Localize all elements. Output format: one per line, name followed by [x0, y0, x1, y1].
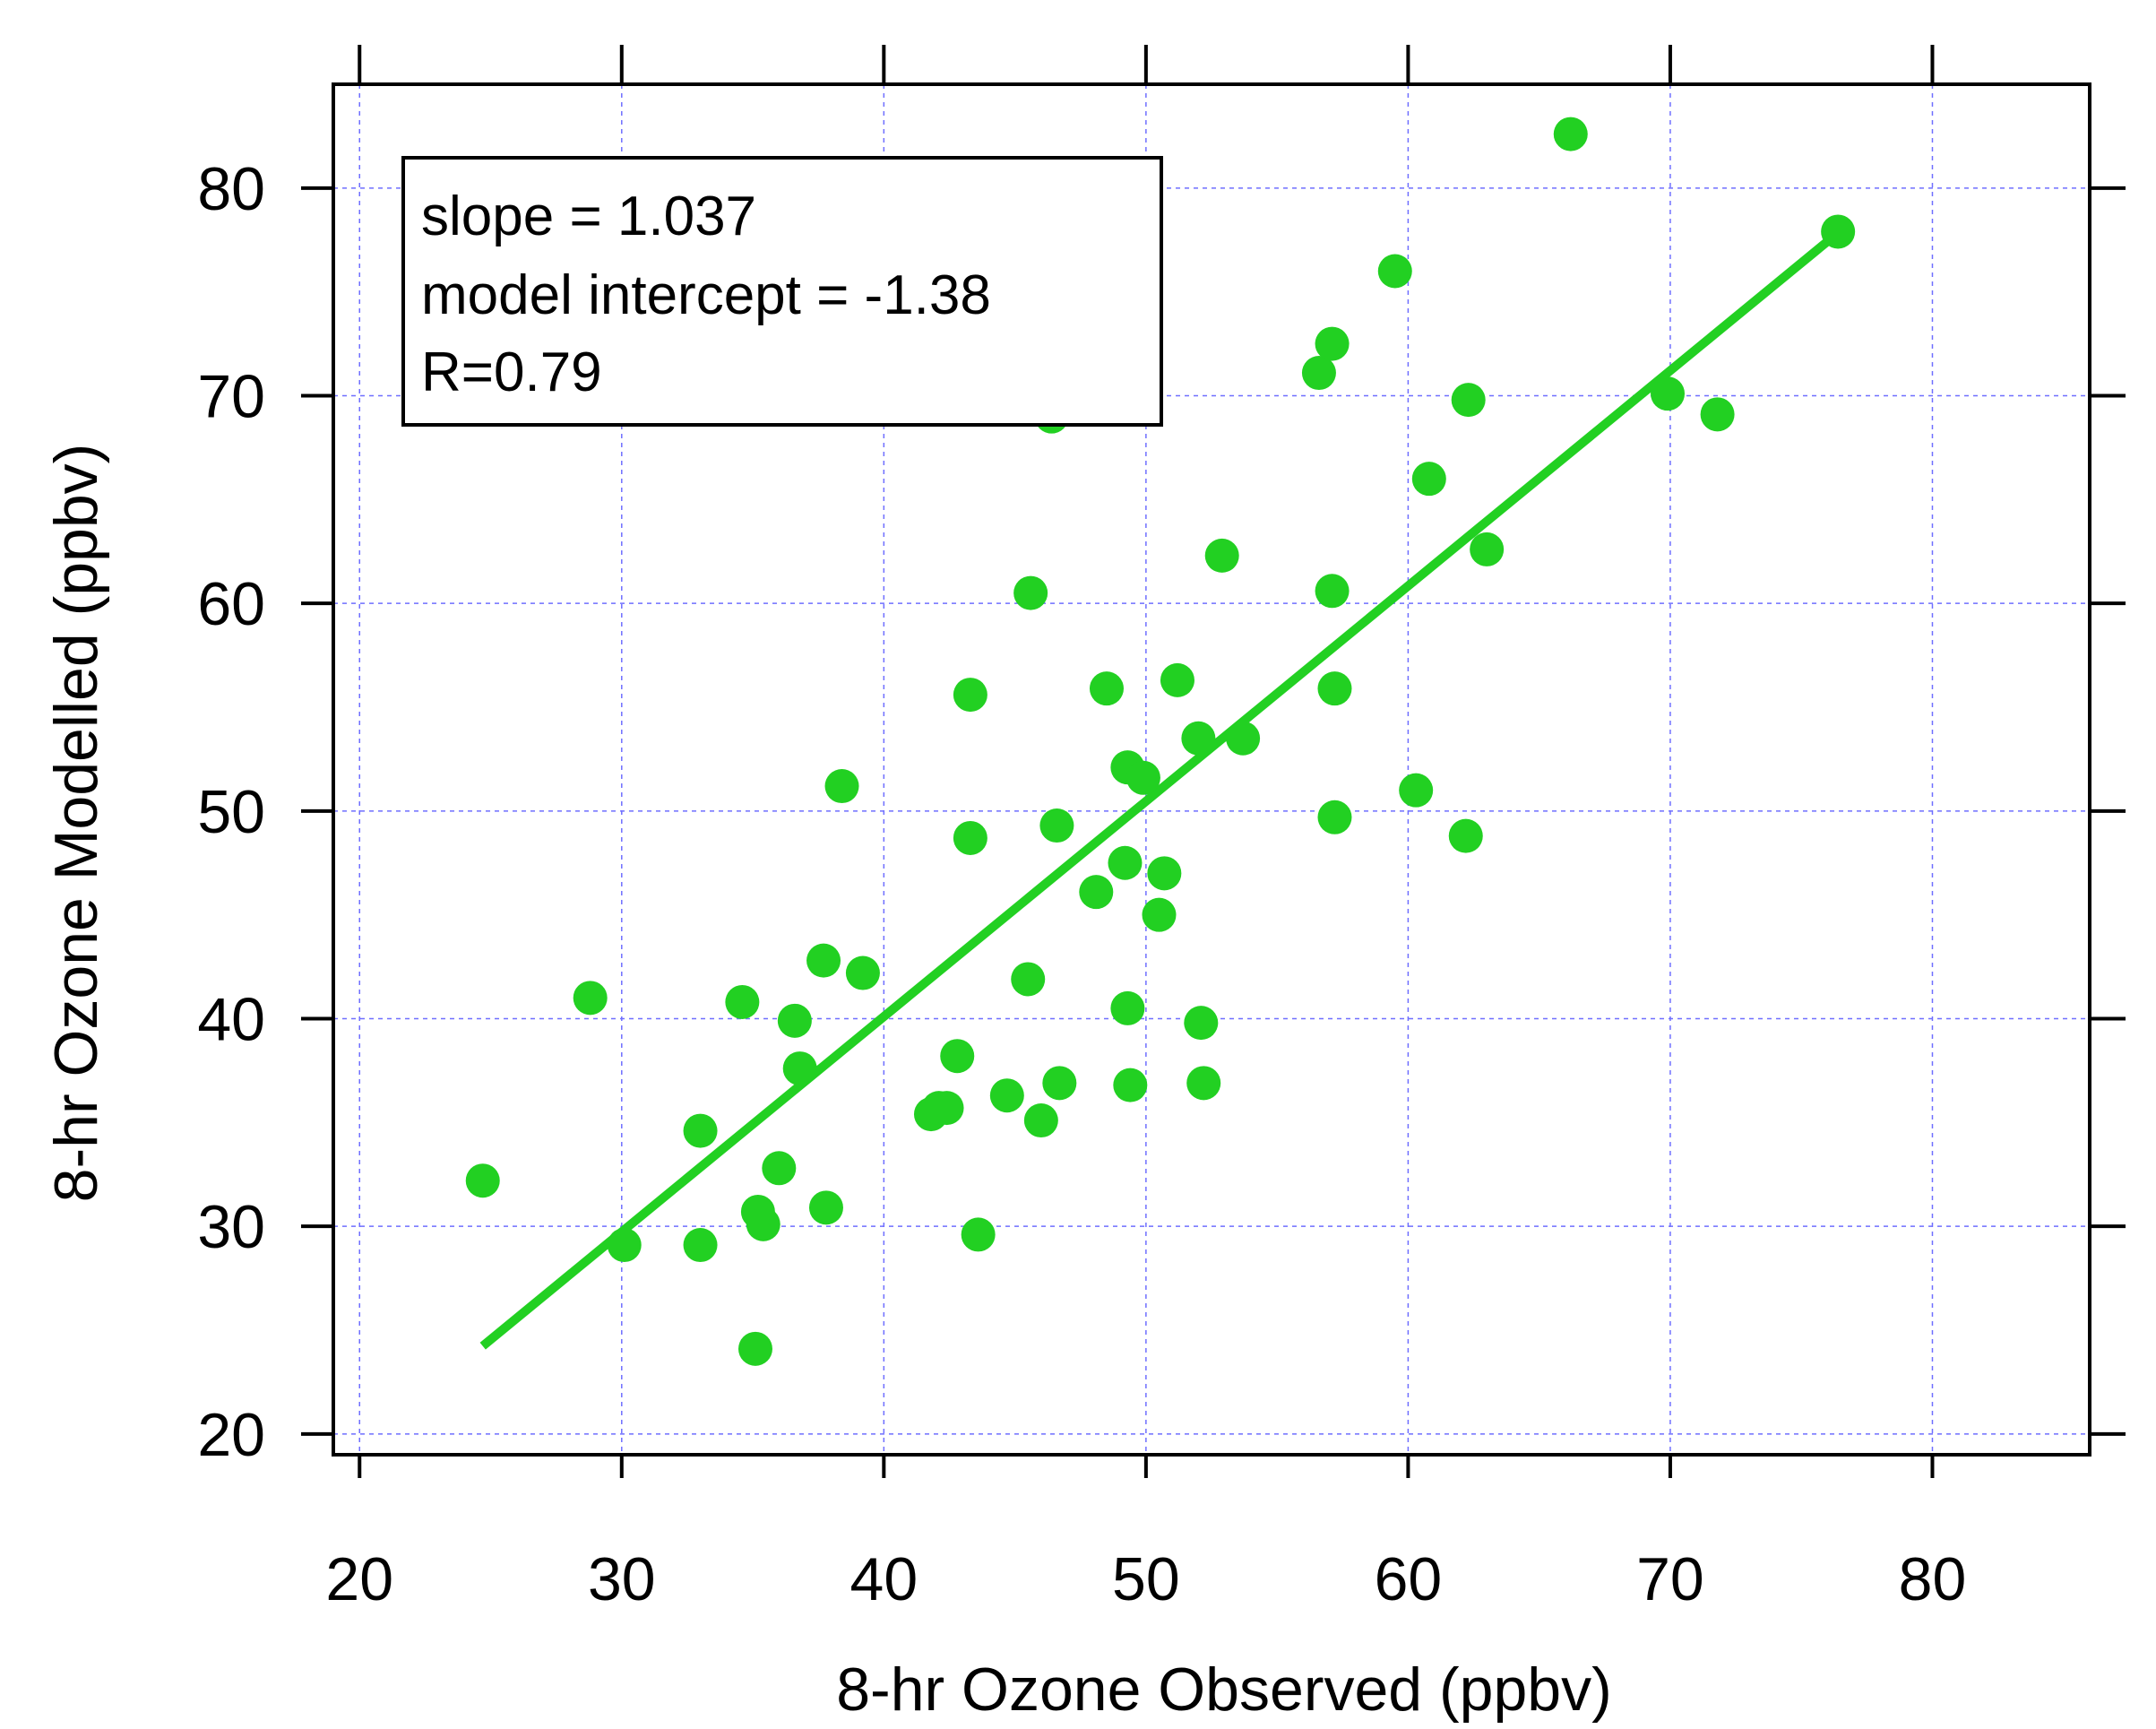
data-point — [1042, 1066, 1077, 1101]
x-tick-label: 80 — [1899, 1545, 1967, 1613]
data-point — [1011, 962, 1046, 997]
plot-frame — [332, 82, 2091, 1457]
data-point — [1553, 117, 1588, 151]
data-point — [961, 1217, 996, 1252]
data-point — [989, 1078, 1024, 1113]
data-point — [746, 1206, 780, 1241]
x-tick-label: 40 — [850, 1545, 918, 1613]
axis-ticks — [301, 45, 2126, 1478]
data-point — [1013, 575, 1048, 610]
slope-annotation: slope = 1.037 — [421, 186, 756, 247]
data-point — [824, 769, 859, 804]
data-point — [1700, 397, 1735, 432]
intercept-annotation: model intercept = -1.38 — [421, 264, 991, 326]
y-tick-label: 60 — [197, 570, 265, 638]
data-point — [1377, 254, 1412, 289]
data-point — [1039, 808, 1074, 843]
data-point — [845, 955, 880, 990]
y-tick-label: 30 — [197, 1193, 265, 1261]
data-point — [1181, 721, 1216, 756]
regression-line — [479, 229, 1841, 1350]
data-point — [806, 943, 841, 978]
data-point — [1411, 462, 1446, 497]
data-point — [1451, 383, 1486, 418]
data-point — [1315, 574, 1350, 609]
y-tick-label: 20 — [197, 1401, 265, 1469]
data-point — [1142, 897, 1177, 932]
x-tick-label: 50 — [1112, 1545, 1180, 1613]
data-point — [1023, 1103, 1058, 1138]
x-tick-label: 20 — [325, 1545, 393, 1613]
data-point — [1204, 538, 1239, 573]
data-point — [1110, 990, 1145, 1025]
data-point — [929, 1091, 964, 1126]
data-point — [1651, 376, 1686, 411]
y-tick-labels: 20 30 40 50 60 70 80 — [197, 155, 265, 1469]
y-tick-label: 80 — [197, 155, 265, 223]
regression-line-group — [479, 229, 1841, 1350]
y-tick-label: 70 — [197, 363, 265, 431]
scatter-points — [465, 117, 1856, 1366]
data-point — [683, 1113, 718, 1148]
data-point — [808, 1190, 843, 1225]
data-point — [953, 820, 987, 855]
data-point — [465, 1163, 500, 1198]
data-point — [1125, 760, 1160, 795]
data-point — [1160, 662, 1194, 697]
x-tick-label: 70 — [1636, 1545, 1704, 1613]
data-point — [1113, 1068, 1148, 1102]
y-axis-title: 8-hr Ozone Modelled (ppbv) — [42, 444, 110, 1203]
r-value-annotation: R=0.79 — [421, 341, 602, 403]
data-point — [777, 1003, 812, 1038]
data-point — [782, 1051, 817, 1086]
data-point — [762, 1151, 797, 1186]
x-tick-label: 30 — [588, 1545, 656, 1613]
x-tick-label: 60 — [1375, 1545, 1443, 1613]
x-axis-title: 8-hr Ozone Observed (ppbv) — [836, 1656, 1612, 1724]
data-point — [1821, 214, 1856, 249]
data-point — [940, 1039, 975, 1074]
data-point — [1399, 773, 1434, 808]
data-point — [725, 984, 760, 1019]
data-point — [607, 1228, 642, 1263]
data-point — [1147, 856, 1182, 891]
data-point — [1184, 1006, 1219, 1041]
data-point — [683, 1228, 718, 1263]
data-point — [737, 1331, 772, 1366]
data-point — [1315, 326, 1350, 361]
data-point — [1317, 800, 1352, 834]
data-point — [1108, 845, 1143, 880]
data-point — [1317, 671, 1352, 706]
data-point — [1226, 721, 1261, 756]
data-point — [1186, 1066, 1221, 1101]
data-point — [1448, 818, 1483, 853]
y-tick-label: 50 — [197, 778, 265, 846]
data-point — [1301, 356, 1336, 391]
stats-annotation-box: slope = 1.037 model intercept = -1.38 R=… — [401, 156, 1163, 427]
y-tick-label: 40 — [197, 986, 265, 1054]
stats-annotation-frame — [401, 156, 1163, 427]
data-point — [1089, 671, 1124, 706]
data-point — [1079, 875, 1114, 910]
data-point — [953, 678, 987, 713]
data-point — [573, 981, 608, 1016]
x-tick-labels: 20 30 40 50 60 70 80 — [325, 1545, 1966, 1613]
data-point — [1470, 532, 1505, 566]
